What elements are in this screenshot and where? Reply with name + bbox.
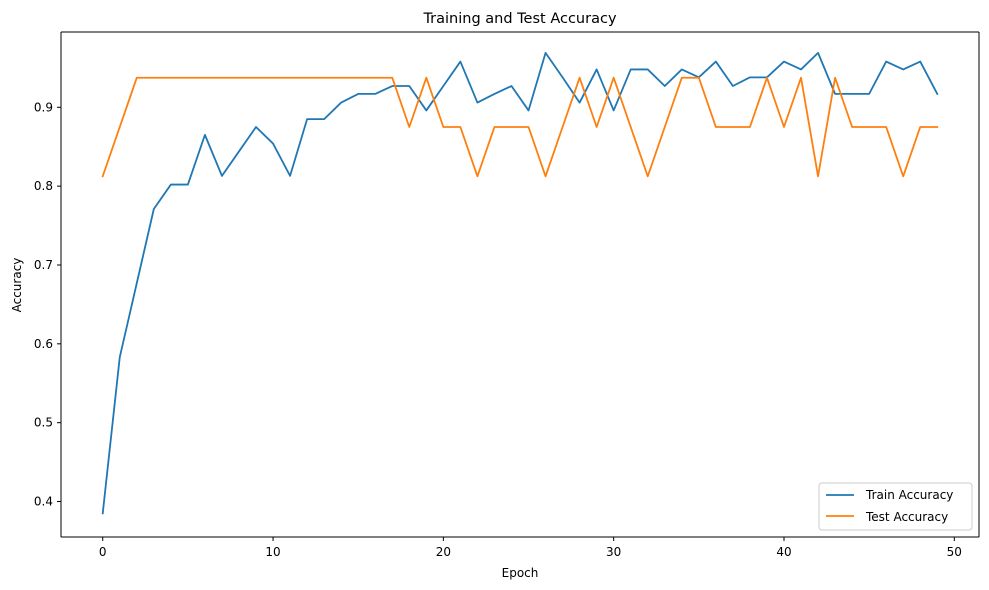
y-axis-label: Accuracy xyxy=(10,258,24,313)
legend-label-train: Train Accuracy xyxy=(865,488,953,502)
y-tick-label: 0.5 xyxy=(34,416,53,430)
plot-area xyxy=(61,32,979,537)
y-tick-label: 0.7 xyxy=(34,258,53,272)
x-tick-label: 10 xyxy=(265,545,280,559)
x-tick-label: 0 xyxy=(99,545,107,559)
axes-frame xyxy=(60,31,980,538)
legend-label-test: Test Accuracy xyxy=(865,510,948,524)
y-tick-label: 0.9 xyxy=(34,100,53,114)
series-line-test xyxy=(101,76,939,178)
y-tick-label: 0.4 xyxy=(34,495,53,509)
x-tick-label: 40 xyxy=(776,545,791,559)
chart-title: Training and Test Accuracy xyxy=(422,11,616,27)
series-line-train xyxy=(101,51,939,515)
series-layer xyxy=(101,51,939,515)
x-tick-label: 30 xyxy=(606,545,621,559)
y-tick-label: 0.8 xyxy=(34,179,53,193)
y-axis-ticks: 0.4 0.5 0.6 0.7 0.8 0.9 xyxy=(34,100,61,509)
x-axis-ticks: 0 10 20 30 40 50 xyxy=(99,537,962,559)
x-tick-label: 50 xyxy=(947,545,962,559)
x-tick-label: 20 xyxy=(436,545,451,559)
x-axis-label: Epoch xyxy=(502,566,539,580)
legend-box xyxy=(818,482,973,531)
legend: Train Accuracy Test Accuracy xyxy=(818,482,973,531)
y-tick-label: 0.6 xyxy=(34,337,53,351)
